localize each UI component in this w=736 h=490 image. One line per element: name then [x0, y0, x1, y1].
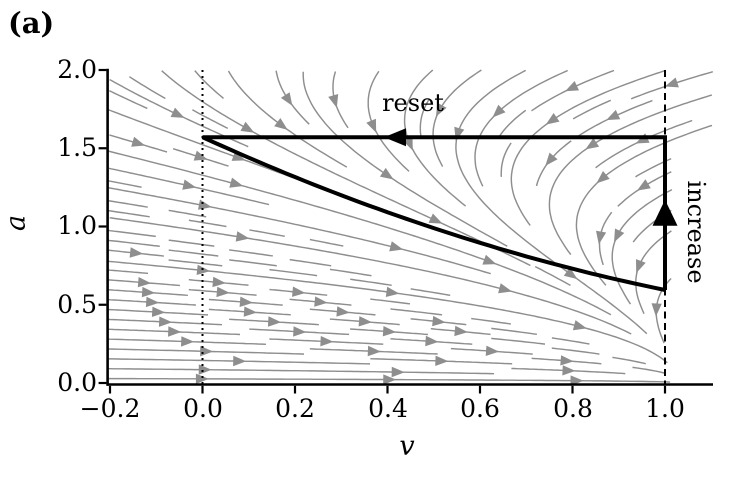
y-axis-label: a	[0, 214, 32, 232]
x-tick-label-2: 0.2	[275, 394, 315, 423]
increase-annotation: increase	[682, 180, 710, 284]
x-tick-label-5: 0.8	[553, 394, 593, 423]
y-tick-label-1: 1.5	[57, 133, 97, 162]
y-tick-label-4: 0.0	[57, 368, 97, 397]
x-tick-label-4: 0.6	[460, 394, 500, 423]
x-axis-label: v	[399, 430, 415, 462]
panel-label: (a)	[8, 6, 55, 40]
y-tick-label-0: 2.0	[57, 55, 97, 84]
x-tick-label-1: 0.0	[183, 394, 223, 423]
x-tick-label-3: 0.4	[368, 394, 408, 423]
x-tick-label-6: 1.0	[645, 394, 685, 423]
y-tick-label-2: 1.0	[57, 211, 97, 240]
y-tick-label-3: 0.5	[57, 290, 97, 319]
reset-annotation: reset	[382, 89, 444, 117]
x-tick-label-0: −0.2	[79, 394, 141, 423]
